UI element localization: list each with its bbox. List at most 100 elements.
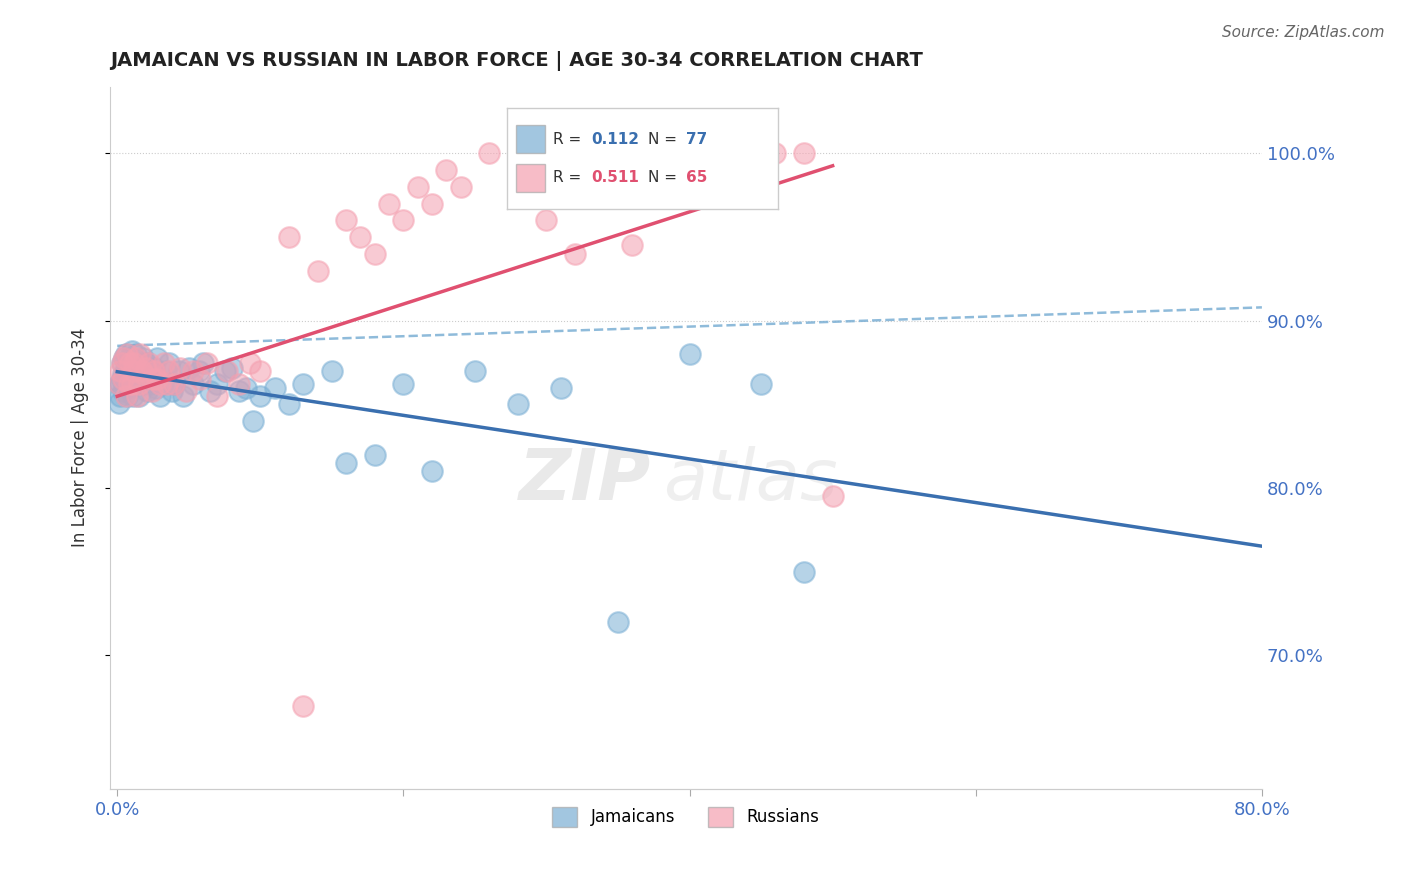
Point <box>678 146 700 161</box>
Point <box>364 247 387 261</box>
Point <box>120 368 142 382</box>
Point <box>307 263 329 277</box>
Point <box>378 196 401 211</box>
Point <box>108 377 131 392</box>
Point <box>121 364 143 378</box>
Point <box>122 364 145 378</box>
Text: atlas: atlas <box>664 445 838 515</box>
Point <box>172 389 194 403</box>
Point <box>110 372 132 386</box>
Point <box>607 615 630 629</box>
Point <box>564 247 586 261</box>
Point <box>181 377 204 392</box>
Point <box>592 146 614 161</box>
Point <box>292 698 315 713</box>
Point <box>392 213 415 227</box>
Point <box>200 384 222 398</box>
Point <box>117 372 139 386</box>
Point <box>111 384 134 398</box>
Legend: Jamaicans, Russians: Jamaicans, Russians <box>546 800 827 834</box>
Point <box>650 146 672 161</box>
Point <box>217 364 239 378</box>
Point <box>153 355 176 369</box>
Point <box>242 414 264 428</box>
Point <box>536 213 558 227</box>
Point <box>121 377 143 392</box>
Point <box>112 351 135 365</box>
Y-axis label: In Labor Force | Age 30-34: In Labor Force | Age 30-34 <box>72 328 89 548</box>
Point <box>110 355 132 369</box>
Point <box>121 343 143 358</box>
Point <box>228 377 250 392</box>
Point <box>111 372 134 386</box>
Point <box>214 364 236 378</box>
Point <box>420 196 443 211</box>
Point <box>136 384 159 398</box>
Point <box>135 355 157 369</box>
Point <box>114 347 136 361</box>
Point <box>167 364 190 378</box>
Point <box>420 464 443 478</box>
Point <box>163 377 186 392</box>
Point <box>114 389 136 403</box>
Point <box>321 364 343 378</box>
Point <box>120 351 142 365</box>
Point <box>127 389 149 403</box>
Point <box>821 490 844 504</box>
Point <box>249 389 271 403</box>
Point <box>118 360 141 375</box>
Point <box>124 355 146 369</box>
Point <box>124 355 146 369</box>
Point <box>142 368 165 382</box>
Point <box>146 372 169 386</box>
Point <box>138 364 160 378</box>
Point <box>678 347 700 361</box>
Point <box>114 364 136 378</box>
Point <box>112 351 135 365</box>
Point <box>335 456 357 470</box>
Point <box>122 368 145 382</box>
Point <box>149 377 172 392</box>
Point <box>132 351 155 365</box>
Point <box>239 355 262 369</box>
Point <box>149 389 172 403</box>
Point <box>793 565 815 579</box>
Point <box>749 377 772 392</box>
Point <box>249 364 271 378</box>
Point <box>128 389 150 403</box>
Point <box>157 364 180 378</box>
Point <box>125 347 148 361</box>
Point <box>406 180 429 194</box>
Point <box>117 355 139 369</box>
Point <box>392 377 415 392</box>
Point <box>143 364 166 378</box>
Text: Source: ZipAtlas.com: Source: ZipAtlas.com <box>1222 25 1385 40</box>
Point <box>142 372 165 386</box>
Point <box>163 377 186 392</box>
Point <box>277 230 299 244</box>
Point <box>143 360 166 375</box>
Point <box>169 360 191 375</box>
Point <box>145 381 167 395</box>
Point <box>174 384 197 398</box>
Point <box>110 355 132 369</box>
Point <box>263 381 285 395</box>
Point <box>141 384 163 398</box>
Point <box>235 381 257 395</box>
Point <box>128 377 150 392</box>
Point <box>160 384 183 398</box>
Point <box>349 230 371 244</box>
Point <box>464 364 486 378</box>
Point <box>118 381 141 395</box>
Point <box>108 389 131 403</box>
Point <box>735 146 758 161</box>
Point <box>108 364 131 378</box>
Point <box>157 355 180 369</box>
Point <box>450 180 472 194</box>
Point <box>207 377 229 392</box>
Point <box>156 377 179 392</box>
Point <box>765 146 787 161</box>
Point <box>111 368 134 382</box>
Point <box>122 389 145 403</box>
Point <box>228 384 250 398</box>
